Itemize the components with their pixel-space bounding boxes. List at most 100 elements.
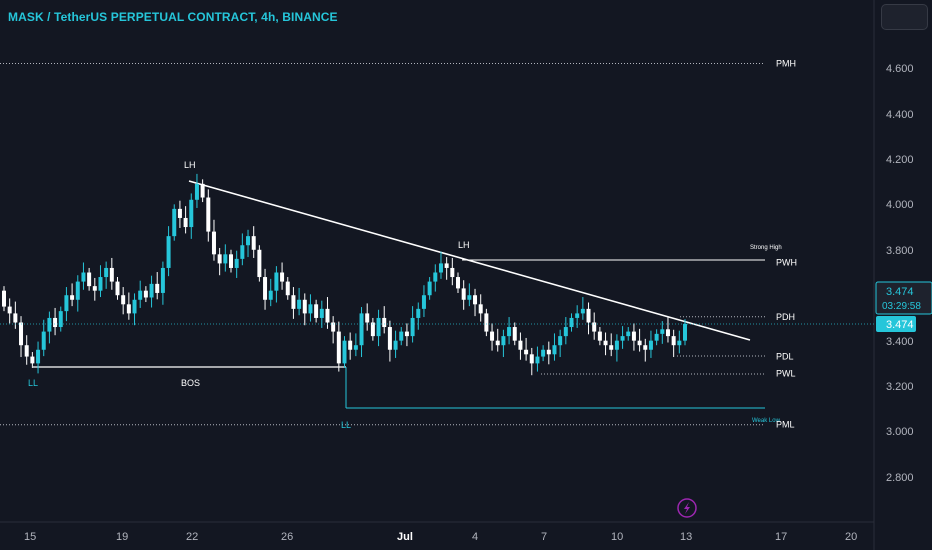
candle-body bbox=[365, 313, 370, 323]
candle-body bbox=[569, 317, 574, 328]
lh-label-2: LH bbox=[458, 240, 470, 250]
time-tick: Jul bbox=[397, 531, 413, 543]
price-tick: 4.400 bbox=[886, 109, 914, 121]
price-tick: 4.600 bbox=[886, 63, 914, 75]
candle bbox=[524, 337, 529, 361]
candle bbox=[450, 257, 455, 286]
candle bbox=[13, 301, 18, 329]
candle-body bbox=[104, 267, 109, 278]
level-label-pwh: PWH bbox=[776, 257, 797, 267]
lightning-icon[interactable] bbox=[677, 498, 697, 518]
candle-body bbox=[211, 231, 216, 255]
time-tick: 15 bbox=[24, 531, 36, 543]
candle bbox=[501, 329, 506, 358]
candle bbox=[631, 323, 636, 351]
candle-body bbox=[507, 327, 512, 337]
weak-low-label: Weak Low bbox=[752, 418, 781, 424]
candle-body bbox=[160, 267, 165, 293]
candle-body bbox=[47, 317, 52, 332]
candle-body bbox=[13, 313, 18, 323]
candle-body bbox=[580, 308, 585, 314]
candle-body bbox=[24, 345, 29, 357]
candle-body bbox=[257, 249, 262, 278]
candle bbox=[484, 308, 489, 337]
candle-body bbox=[597, 331, 602, 341]
candle bbox=[495, 328, 500, 352]
price-tick: 4.000 bbox=[886, 199, 914, 211]
candle bbox=[47, 311, 52, 344]
candle-body bbox=[149, 283, 154, 298]
candle bbox=[36, 341, 41, 374]
candle-body bbox=[501, 336, 506, 346]
candle-body bbox=[70, 295, 75, 300]
price-tick: 4.200 bbox=[886, 154, 914, 166]
candle bbox=[359, 307, 364, 358]
candle-body bbox=[325, 308, 330, 323]
candle-body bbox=[456, 277, 460, 289]
candle bbox=[353, 333, 358, 357]
candle bbox=[211, 219, 216, 261]
candle-body bbox=[172, 208, 177, 237]
time-axis[interactable]: 15 19 22 26 Jul 4 7 10 13 17 20 bbox=[24, 531, 857, 543]
candle bbox=[75, 275, 80, 312]
candle-body bbox=[183, 217, 188, 228]
candle-body bbox=[592, 322, 597, 332]
candle bbox=[177, 200, 182, 228]
candle bbox=[143, 286, 148, 303]
candle bbox=[217, 247, 222, 276]
candle-body bbox=[308, 304, 313, 314]
candle bbox=[331, 316, 336, 344]
descending-trendline[interactable] bbox=[188, 180, 751, 341]
candle bbox=[393, 330, 398, 358]
candle-body bbox=[36, 349, 41, 364]
candle-body bbox=[348, 340, 353, 350]
toolbar-button[interactable] bbox=[881, 4, 928, 30]
candle-body bbox=[433, 272, 438, 282]
candle bbox=[280, 262, 285, 290]
candle-body bbox=[217, 254, 222, 264]
candle bbox=[234, 250, 239, 278]
candle-body bbox=[421, 295, 426, 309]
level-labels: PMH PWH PDH PDL PWL PML bbox=[776, 58, 797, 429]
candle-body bbox=[109, 267, 114, 282]
candle-body bbox=[314, 304, 319, 318]
price-tick: 3.200 bbox=[886, 381, 914, 393]
candle-body bbox=[268, 290, 273, 300]
candle bbox=[461, 280, 466, 310]
candle-body bbox=[637, 340, 642, 346]
ll-label-2: LL bbox=[341, 420, 351, 430]
chart-title: MASK / TetherUS PERPETUAL CONTRACT, 4h, … bbox=[8, 10, 338, 24]
candle bbox=[2, 286, 6, 312]
candle-body bbox=[194, 183, 199, 200]
candle bbox=[660, 321, 665, 344]
candle bbox=[206, 189, 211, 242]
time-tick: 10 bbox=[611, 531, 623, 543]
candle bbox=[558, 329, 563, 358]
candle bbox=[404, 323, 409, 347]
candle bbox=[336, 321, 341, 372]
candle bbox=[121, 287, 126, 315]
candle-body bbox=[121, 295, 126, 305]
candle bbox=[643, 338, 648, 362]
candle bbox=[399, 327, 404, 346]
level-label-pdl: PDL bbox=[776, 352, 794, 362]
candle bbox=[387, 320, 392, 362]
candle-body bbox=[138, 290, 143, 300]
price-axis[interactable]: 4.600 4.400 4.200 4.000 3.800 3.400 3.20… bbox=[886, 63, 914, 484]
level-label-pmh: PMH bbox=[776, 58, 796, 68]
candle-body bbox=[631, 331, 636, 341]
candle bbox=[160, 261, 165, 305]
candle bbox=[229, 249, 233, 273]
candle bbox=[535, 346, 540, 372]
candle-body bbox=[223, 254, 228, 264]
candle bbox=[308, 294, 313, 322]
candle bbox=[677, 330, 682, 354]
candle-body bbox=[529, 354, 534, 364]
level-lines bbox=[0, 62, 765, 426]
candle bbox=[240, 233, 245, 266]
level-label-pdh: PDH bbox=[776, 312, 795, 322]
candle-body bbox=[399, 331, 404, 341]
candle bbox=[665, 317, 670, 343]
candle bbox=[541, 345, 546, 362]
